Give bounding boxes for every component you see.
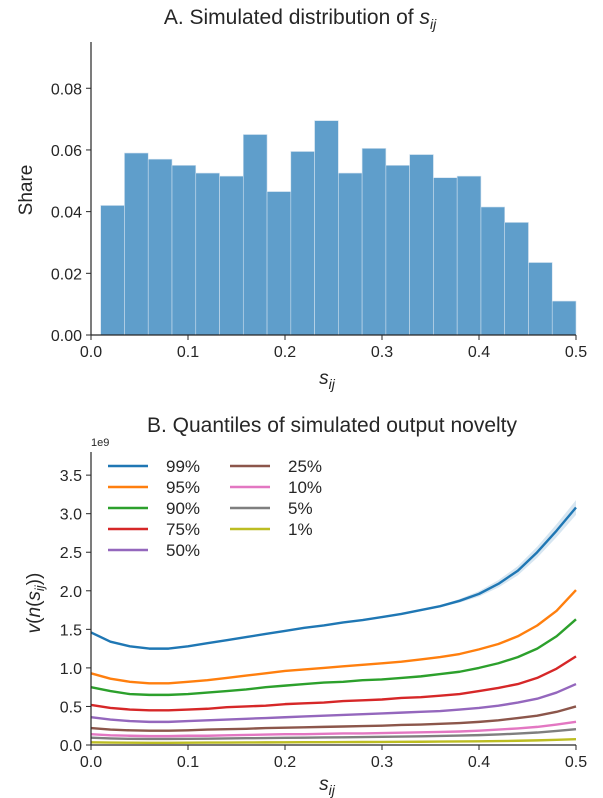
x-tick-label: 0.2 [274,344,296,361]
y-tick-label: 0.08 [51,81,82,98]
legend-label: 75% [166,520,200,539]
y-tick-label: 0.06 [51,143,82,160]
histogram-bar [385,165,410,336]
series-line [90,618,577,697]
histogram-bar [195,172,220,336]
histogram-bar [290,151,315,336]
chart-b-legend: 99% 95% 90% 75% 50% 25% 10% 5% 1% [108,457,322,560]
x-tick-label: 0.4 [468,344,490,361]
x-tick-label: 0.1 [177,344,199,361]
histogram-bars [100,120,577,336]
histogram-bar [528,262,553,336]
series-line [90,506,577,650]
x-tick-label: 0.3 [371,754,393,771]
series-line [90,705,577,732]
chart-a-ticks: 0.0 0.1 0.2 0.3 0.4 0.5 0.00 0.02 0.04 0.06 0.08 [51,81,587,361]
histogram-bar [124,152,149,336]
x-tick-label: 0.5 [565,754,587,771]
histogram-bar [433,177,458,336]
y-tick-label: 3.5 [60,468,82,485]
y-tick-label: 0.04 [51,205,82,222]
chart-a-y-label: Share [16,165,37,216]
legend-label: 1% [288,520,313,539]
x-tick-label: 0.0 [80,344,102,361]
y-tick-label: 2.5 [60,545,82,562]
x-tick-label: 0.2 [274,754,296,771]
legend-label: 5% [288,499,313,518]
x-tick-label: 0.4 [468,754,490,771]
histogram-bar [242,134,268,336]
quantile-lines [90,500,577,744]
histogram-bar [147,158,173,336]
chart-b-y-offset: 1e9 [91,437,109,449]
histogram-bar [100,205,125,336]
legend-label: 10% [288,478,322,497]
series-line [90,589,577,685]
histogram-bar [551,300,577,336]
histogram-chart: A. Simulated distribution of sij 0.0 0.1 0… [16,6,587,392]
legend-label: 95% [166,478,200,497]
series-line [90,655,577,712]
x-tick-label: 0.0 [80,754,102,771]
y-tick-label: 2.0 [60,584,82,601]
x-tick-label: 0.1 [177,754,199,771]
histogram-bar [409,154,434,336]
y-tick-label: 0.0 [60,738,82,755]
x-tick-label: 0.5 [565,344,587,361]
histogram-bar [266,191,292,336]
series-line [90,720,577,738]
histogram-bar [456,175,482,336]
histogram-bar [314,120,339,336]
y-tick-label: 1.5 [60,622,82,639]
y-tick-label: 3.0 [60,507,82,524]
legend-label: 90% [166,499,200,518]
histogram-bar [219,175,244,336]
y-tick-label: 0.5 [60,699,82,716]
series-line [90,682,577,724]
series-line [90,738,577,744]
chart-a-title: A. Simulated distribution of sij [164,6,437,32]
y-tick-label: 0.02 [51,266,82,283]
series-line [90,727,577,741]
y-tick-label: 0.00 [51,328,82,345]
chart-b-y-label: v(n(sij)) [24,573,47,634]
y-tick-label: 1.0 [60,661,82,678]
legend-label: 50% [166,541,200,560]
quantile-line-chart: B. Quantiles of simulated output novelty… [24,414,587,798]
x-tick-label: 0.3 [371,344,393,361]
histogram-bar [361,148,387,336]
confidence-band [440,500,576,608]
histogram-bar [171,165,197,336]
chart-a-x-label: sij [319,368,336,392]
chart-b-ticks: 0.0 0.1 0.2 0.3 0.4 0.5 0.0 0.5 1.0 1.5 2.0 2.5 3.0 3… [60,468,587,771]
histogram-bar [504,222,529,336]
chart-b-x-label: sij [319,774,336,798]
histogram-bar [338,172,363,336]
chart-b-title: B. Quantiles of simulated output novelty [147,414,518,437]
legend-label: 25% [288,457,322,476]
histogram-bar [480,206,506,336]
legend-label: 99% [166,457,200,476]
